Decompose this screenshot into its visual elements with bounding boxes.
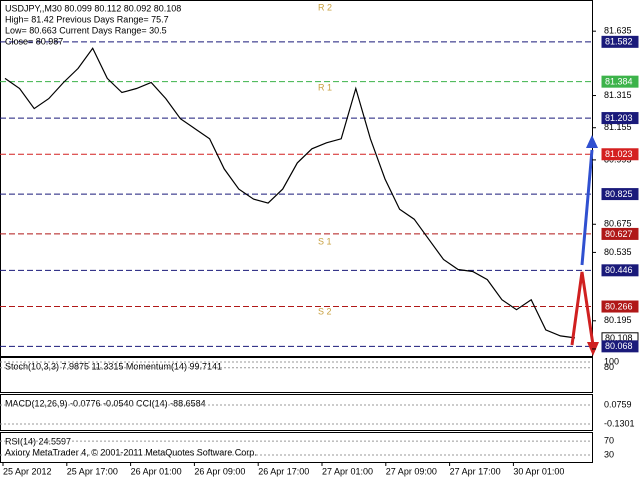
panel-tick-label: 0.0759 bbox=[604, 399, 632, 409]
level-label: 80.627 bbox=[605, 229, 633, 239]
panel-tick-label: 70 bbox=[604, 435, 614, 445]
level-label: 81.582 bbox=[605, 37, 633, 47]
y-tick-label: 80.535 bbox=[604, 247, 632, 257]
pivot-label: S 1 bbox=[318, 236, 332, 246]
price-line bbox=[4, 47, 576, 339]
level-box bbox=[601, 188, 639, 201]
header-info: Close= 80.987 bbox=[5, 36, 63, 46]
panel-tick-label: 100 bbox=[604, 356, 619, 366]
x-tick-label: 27 Apr 17:00 bbox=[450, 466, 501, 476]
y-tick-label: 80.675 bbox=[604, 219, 632, 229]
y-tick-label: 81.315 bbox=[604, 90, 632, 100]
arrow-head bbox=[586, 135, 598, 148]
level-box bbox=[601, 227, 639, 240]
x-tick-label: 26 Apr 09:00 bbox=[194, 466, 245, 476]
x-tick-label: 27 Apr 01:00 bbox=[322, 466, 373, 476]
x-tick-label: 27 Apr 09:00 bbox=[386, 466, 437, 476]
panel-tick-label: -0.1301 bbox=[604, 418, 635, 428]
level-label: 80.108 bbox=[605, 333, 633, 343]
arrow-down bbox=[570, 271, 595, 346]
panel-label: RSI(14) 24.5597 bbox=[5, 436, 71, 446]
panel-tick-label: 80 bbox=[604, 362, 614, 372]
panel-tick-label: 30 bbox=[604, 449, 614, 459]
header-title: USDJPY,,M30 80.099 80.112 80.092 80.108 bbox=[5, 3, 181, 13]
stoch-panel bbox=[0, 357, 593, 393]
level-label: 81.023 bbox=[605, 149, 633, 159]
level-label: 81.384 bbox=[605, 77, 633, 87]
x-tick-label: 26 Apr 01:00 bbox=[131, 466, 182, 476]
level-box bbox=[601, 264, 639, 277]
y-tick-label: 80.195 bbox=[604, 315, 632, 325]
y-tick-label: 81.155 bbox=[604, 122, 632, 132]
pivot-label: R 1 bbox=[318, 82, 332, 92]
level-box bbox=[601, 340, 639, 353]
panel-label: MACD(12,26,9) -0.0776 -0.0540 CCI(14) -8… bbox=[5, 398, 206, 408]
footer: Axiory MetaTrader 4, © 2001-2011 MetaQuo… bbox=[5, 447, 257, 457]
level-label: 80.266 bbox=[605, 301, 633, 311]
y-tick-label: 81.635 bbox=[604, 26, 632, 36]
x-tick-label: 25 Apr 17:00 bbox=[67, 466, 118, 476]
level-box bbox=[601, 112, 639, 125]
level-box bbox=[601, 300, 639, 313]
header-info: High= 81.42 Previous Days Range= 75.7 bbox=[5, 14, 169, 24]
panel-label: Stoch(10,3,3) 7.9875 11.3315 Momentum(14… bbox=[5, 361, 222, 371]
pivot-label: S 2 bbox=[318, 306, 332, 316]
level-label: 81.203 bbox=[605, 113, 633, 123]
x-tick-label: 26 Apr 17:00 bbox=[258, 466, 309, 476]
pivot-label: R 2 bbox=[318, 2, 332, 12]
level-box bbox=[601, 75, 639, 88]
x-tick-label: 25 Apr 2012 bbox=[3, 466, 52, 476]
arrow-up bbox=[580, 149, 594, 266]
x-tick-label: 30 Apr 01:00 bbox=[513, 466, 564, 476]
header-info: Low= 80.663 Current Days Range= 30.5 bbox=[5, 25, 167, 35]
level-label: 80.825 bbox=[605, 189, 633, 199]
level-box bbox=[601, 35, 639, 48]
level-label: 80.068 bbox=[605, 341, 633, 351]
level-label: 80.446 bbox=[605, 265, 633, 275]
rsi-panel bbox=[0, 432, 593, 463]
level-box bbox=[601, 148, 639, 161]
macd-panel bbox=[0, 394, 593, 431]
main-panel bbox=[0, 0, 593, 357]
